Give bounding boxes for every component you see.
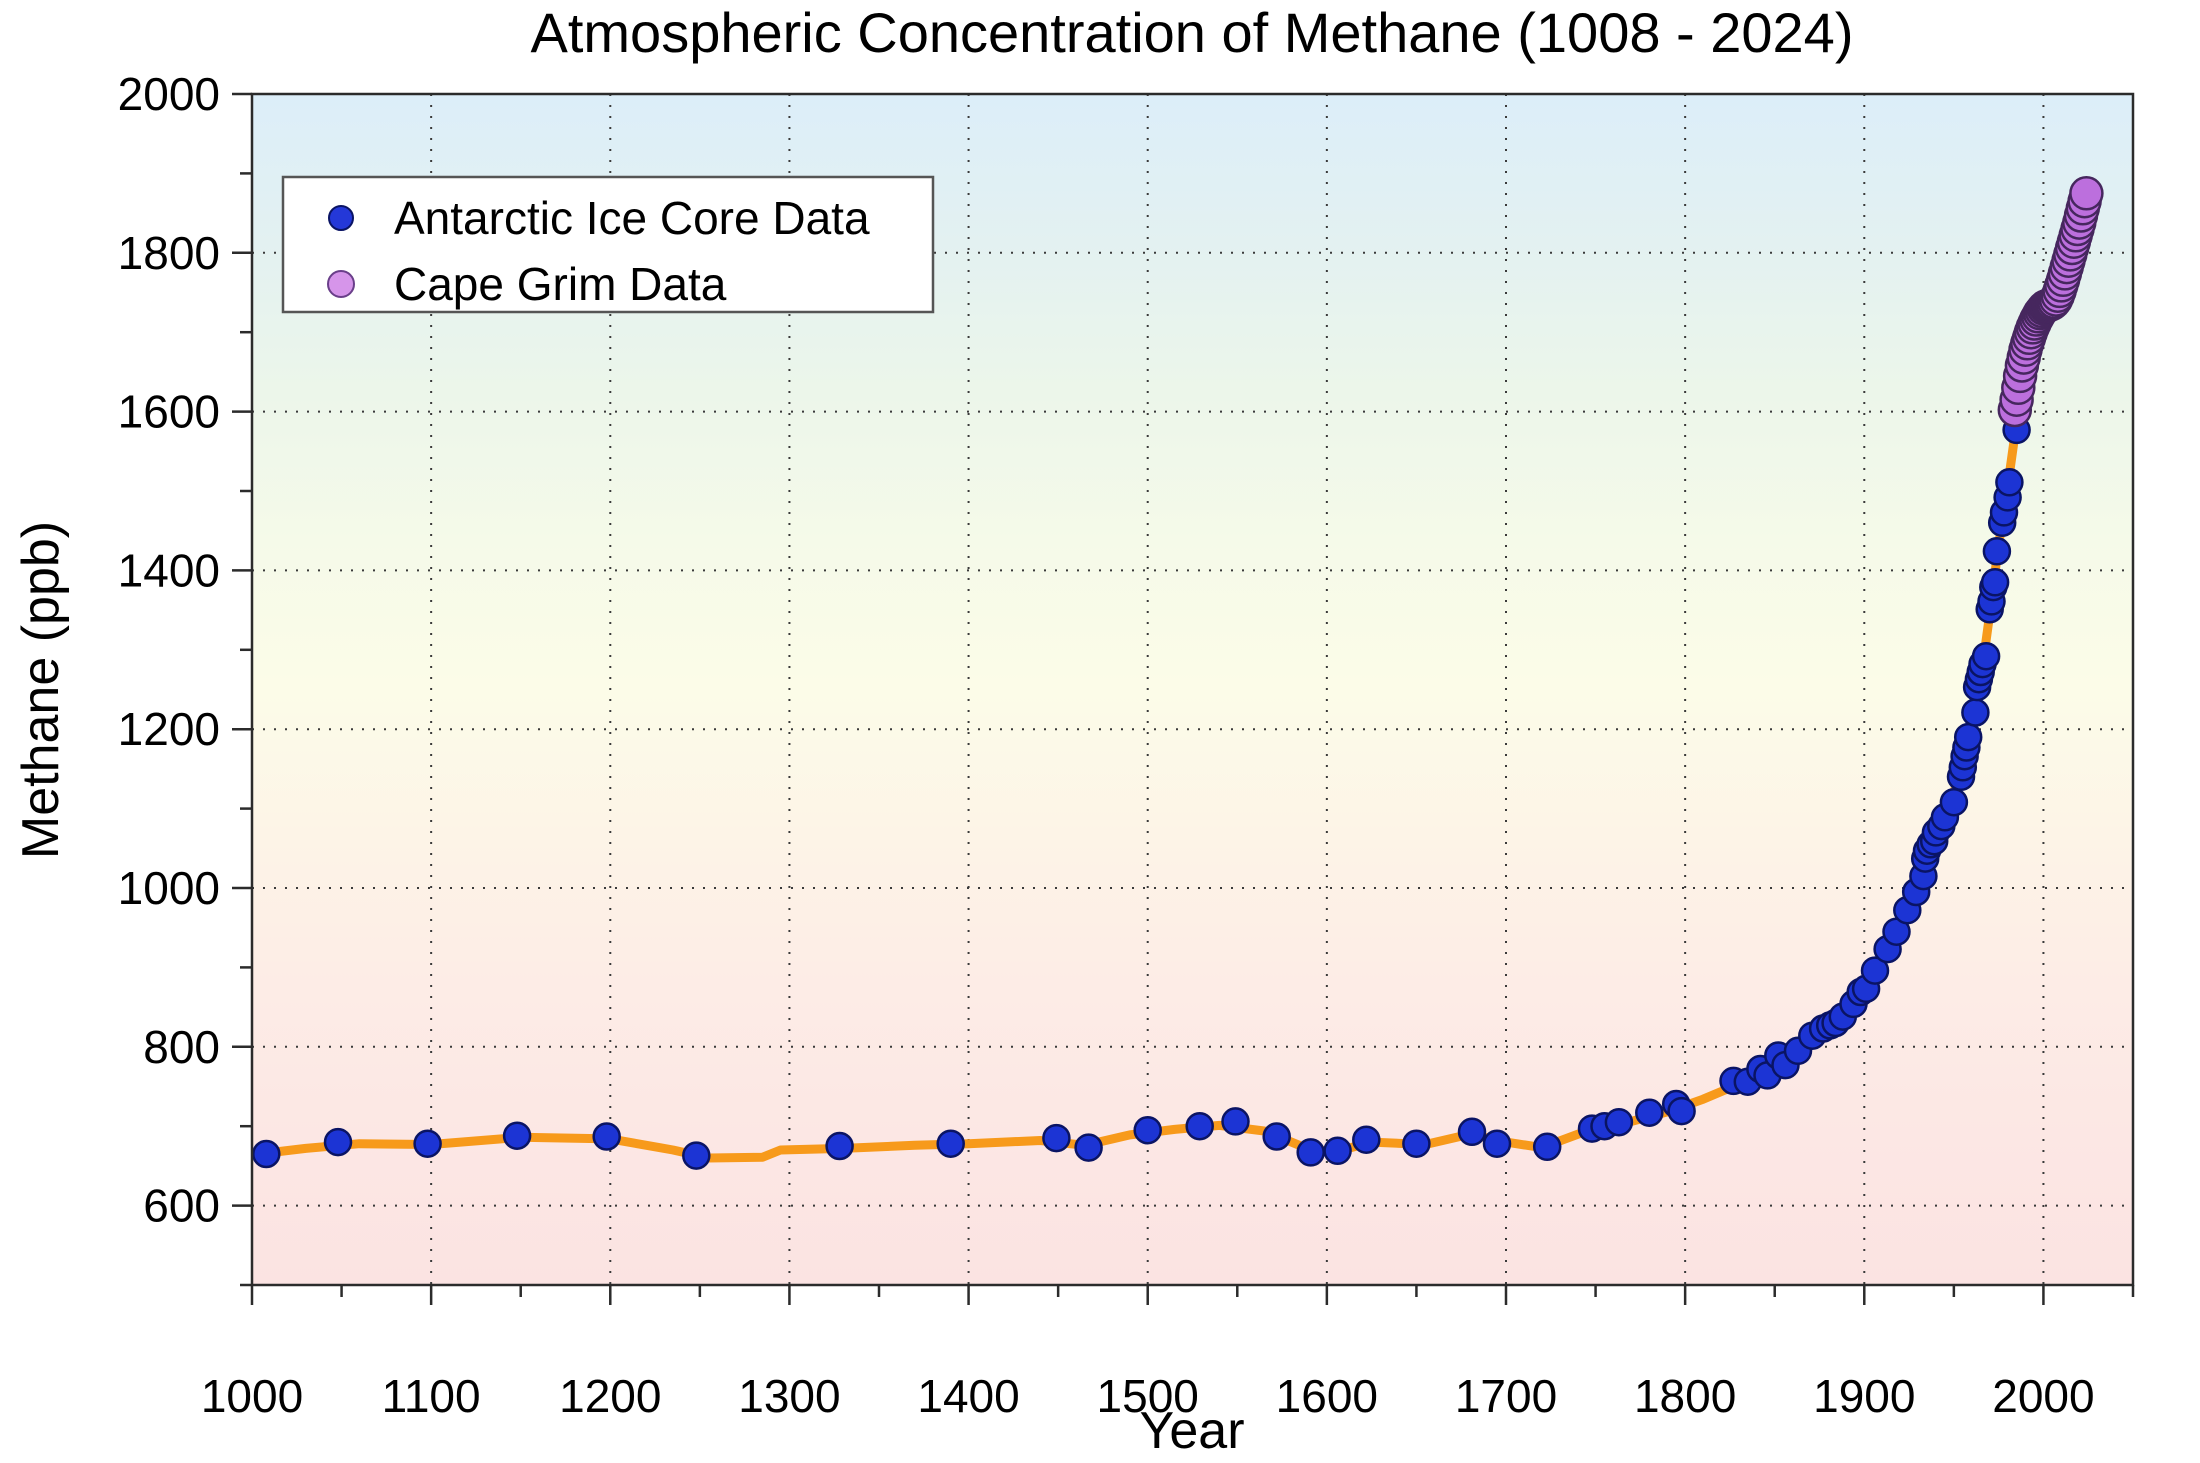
y-axis-label: Methane (ppb) <box>12 521 70 859</box>
ice-core-point <box>1635 1098 1664 1127</box>
y-tick-label: 1600 <box>118 386 220 438</box>
x-tick-label: 1300 <box>738 1370 840 1422</box>
cape-grim-point <box>2069 176 2104 211</box>
y-tick-label: 800 <box>143 1021 220 1073</box>
ice-core-point <box>682 1141 711 1170</box>
ice-core-point <box>1262 1122 1291 1151</box>
ice-core-point <box>1042 1123 1071 1153</box>
x-tick-label: 1500 <box>1097 1370 1199 1422</box>
x-tick-label: 1900 <box>1813 1370 1915 1422</box>
ice-core-point <box>1352 1125 1381 1154</box>
x-tick-label: 1100 <box>382 1370 481 1422</box>
x-tick-label: 1200 <box>559 1370 661 1422</box>
ice-core-point <box>1457 1117 1487 1147</box>
ice-core-point <box>1402 1129 1431 1158</box>
ice-core-point <box>502 1121 532 1150</box>
ice-core-point <box>1980 568 2010 597</box>
data-layer <box>252 176 2104 1170</box>
ice-core-point <box>1982 537 2012 566</box>
ice-core-point <box>825 1131 854 1161</box>
ice-core-point <box>323 1127 353 1157</box>
ice-core-point <box>1296 1138 1325 1167</box>
ice-core-point <box>1221 1107 1250 1136</box>
cape-grim-series <box>1997 176 2104 428</box>
ice-core-point <box>936 1129 965 1158</box>
ice-core-series <box>252 415 2031 1170</box>
ice-core-point <box>1074 1133 1103 1162</box>
ice-core-point <box>1133 1115 1162 1145</box>
y-tick-label: 1400 <box>118 544 220 596</box>
y-tick-label: 600 <box>143 1180 220 1232</box>
ice-core-point <box>252 1139 281 1169</box>
ice-core-point <box>1667 1096 1696 1126</box>
x-tick-label: 1800 <box>1634 1370 1736 1422</box>
legend-label-ice-core: Antarctic Ice Core Data <box>394 192 870 244</box>
axis-tick-labels: 1000 1100 1200 1300 1400 1500 1600 1700 1800 1900… <box>118 68 2095 1422</box>
ice-core-point <box>1953 722 1983 752</box>
y-tick-label: 2000 <box>118 68 220 120</box>
x-tick-label: 2000 <box>1992 1370 2094 1422</box>
plot-frame <box>250 92 2135 1287</box>
x-tick-label: 1000 <box>201 1370 303 1422</box>
y-tick-label: 1000 <box>118 862 220 914</box>
legend-marker-ice-core <box>328 205 354 231</box>
ice-core-point <box>413 1129 442 1158</box>
ice-core-point <box>1323 1136 1352 1166</box>
x-tick-label: 1400 <box>917 1370 1019 1422</box>
ice-core-point <box>1532 1132 1562 1162</box>
ice-core-point <box>1860 956 1890 985</box>
x-tick-label: 1600 <box>1276 1370 1378 1422</box>
ice-core-point <box>1604 1107 1634 1137</box>
ice-core-point <box>1995 468 2024 497</box>
x-tick-label: 1700 <box>1455 1370 1557 1422</box>
chart-title: Atmospheric Concentration of Methane (10… <box>531 1 1854 64</box>
ice-core-point <box>1185 1111 1214 1141</box>
ice-core-point <box>1939 787 1969 817</box>
legend-label-cape-grim: Cape Grim Data <box>394 258 727 310</box>
ice-core-point <box>1482 1129 1512 1158</box>
legend-marker-cape-grim <box>327 270 355 298</box>
legend-box <box>281 175 935 314</box>
ice-core-point <box>1971 641 2001 671</box>
y-tick-label: 1200 <box>118 703 220 755</box>
legend: Antarctic Ice Core Data Cape Grim Data <box>281 175 935 314</box>
axis-ticks <box>232 92 2135 1305</box>
y-tick-label: 1800 <box>118 227 220 279</box>
ice-core-point <box>1961 698 1990 727</box>
x-axis-label: Year <box>1139 1402 1244 1458</box>
ice-core-point <box>592 1122 621 1151</box>
